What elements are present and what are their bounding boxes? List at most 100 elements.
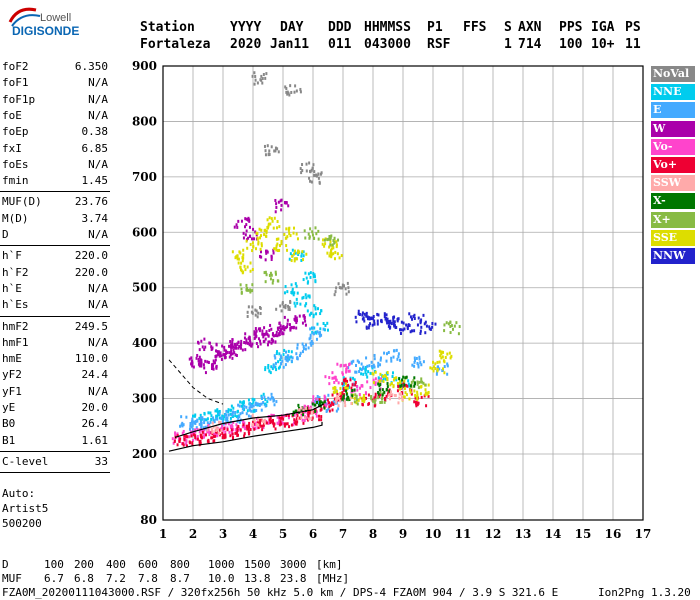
auto-line-0: Auto:	[2, 487, 36, 500]
footer-d-value: [km]	[316, 558, 343, 571]
data-point	[429, 360, 446, 375]
data-point	[443, 320, 461, 336]
param-key: C-level	[2, 454, 49, 468]
footer-muf-label: MUF	[2, 572, 22, 585]
param-key: yF1	[2, 384, 22, 398]
param-d: D N/A	[2, 228, 108, 244]
y-tick-label: 300	[132, 392, 157, 406]
param-yf2: yF2 24.4	[2, 368, 108, 384]
data-point	[377, 382, 391, 397]
data-point	[231, 248, 245, 263]
param-value: N/A	[88, 157, 108, 171]
series-sse	[231, 216, 453, 406]
data-point	[273, 237, 289, 253]
data-point	[365, 353, 382, 369]
data-point	[266, 216, 281, 230]
param-fof1: foF1 N/A	[2, 76, 108, 92]
data-point	[255, 227, 268, 240]
data-point	[308, 171, 323, 185]
data-point	[258, 248, 275, 262]
footer-muf-value: [MHz]	[316, 572, 350, 585]
data-point	[197, 337, 214, 352]
footer-d-value: 800	[170, 558, 190, 571]
param-value: N/A	[88, 108, 108, 122]
param-value: 110.0	[74, 352, 108, 366]
y-tick-label: 700	[132, 170, 157, 184]
param-key: h`Es	[2, 298, 29, 312]
x-tick-label: 13	[515, 527, 532, 541]
param-separator	[0, 191, 110, 193]
x-tick-label: 3	[219, 527, 227, 541]
header-label-3: DDD	[328, 20, 352, 35]
param-yf1: yF1 N/A	[2, 385, 108, 401]
series-nne	[191, 248, 412, 427]
logo-digisonde: DIGISONDE	[12, 24, 80, 38]
data-point	[371, 370, 389, 385]
data-point	[275, 299, 292, 313]
param-key: B0	[2, 417, 16, 431]
series-w	[188, 198, 307, 375]
series-x-	[292, 375, 416, 417]
footer-d-value: 100	[44, 558, 64, 571]
x-tick-label: 11	[455, 527, 472, 541]
param-hes: h`Es N/A	[2, 298, 108, 314]
y-tick-label: 800	[132, 114, 157, 128]
param-b0: B0 26.4	[2, 417, 108, 433]
data-point	[383, 348, 401, 363]
data-point	[264, 363, 281, 375]
data-point	[275, 348, 293, 364]
data-point	[308, 326, 325, 341]
x-tick-label: 8	[369, 527, 377, 541]
x-tick-label: 16	[605, 527, 622, 541]
header-label-9: PPS	[559, 20, 583, 35]
x-tick-label: 9	[399, 527, 407, 541]
footer-version: Ion2Png 1.3.20	[598, 586, 691, 599]
profile-line	[168, 421, 323, 452]
data-point	[302, 271, 317, 285]
data-point	[245, 334, 262, 349]
data-point	[438, 349, 453, 363]
param-b1: B1 1.61	[2, 434, 108, 450]
param-value: N/A	[88, 384, 108, 398]
param-value: 3.74	[81, 211, 109, 225]
y-tick-label: 200	[132, 447, 157, 461]
param-key: M(D)	[2, 211, 29, 225]
data-point	[303, 226, 320, 241]
header-value-2: Jan11	[270, 37, 310, 52]
header-value-7: 714	[518, 37, 542, 52]
data-point	[399, 320, 416, 335]
data-point	[215, 342, 233, 358]
header-label-0: Station	[140, 20, 195, 35]
data-point	[263, 270, 280, 285]
data-point	[398, 375, 416, 388]
legend-item-sse: SSE	[651, 229, 695, 246]
data-point	[297, 406, 314, 421]
y-tick-label: 400	[132, 336, 157, 350]
param-key: foEs	[2, 157, 29, 171]
trace-line	[174, 403, 324, 438]
data-point	[347, 359, 365, 374]
header-label-1: YYYY	[230, 20, 262, 35]
data-point	[306, 304, 323, 319]
header-label-8: AXN	[518, 20, 542, 35]
data-point	[251, 414, 266, 427]
data-point	[246, 305, 262, 319]
param-key: fxI	[2, 141, 22, 155]
param-value: 23.76	[74, 195, 108, 209]
footer-muf-value: 13.8	[244, 572, 271, 585]
param-key: D	[2, 228, 9, 241]
data-point	[324, 371, 340, 386]
data-point	[335, 392, 353, 408]
data-point	[263, 144, 280, 157]
param-key: foF1p	[2, 92, 36, 106]
data-point	[293, 293, 311, 308]
data-point	[239, 283, 254, 295]
param-hme: hmE 110.0	[2, 352, 108, 368]
footer-muf-value: 7.8	[138, 572, 158, 585]
legend-item-vo: Vo-	[651, 138, 695, 155]
param-hmf1: hmF1 N/A	[2, 336, 108, 352]
param-he: h`E N/A	[2, 282, 108, 298]
header-value-1: 2020	[230, 37, 262, 52]
header-value-5: RSF	[427, 37, 451, 52]
